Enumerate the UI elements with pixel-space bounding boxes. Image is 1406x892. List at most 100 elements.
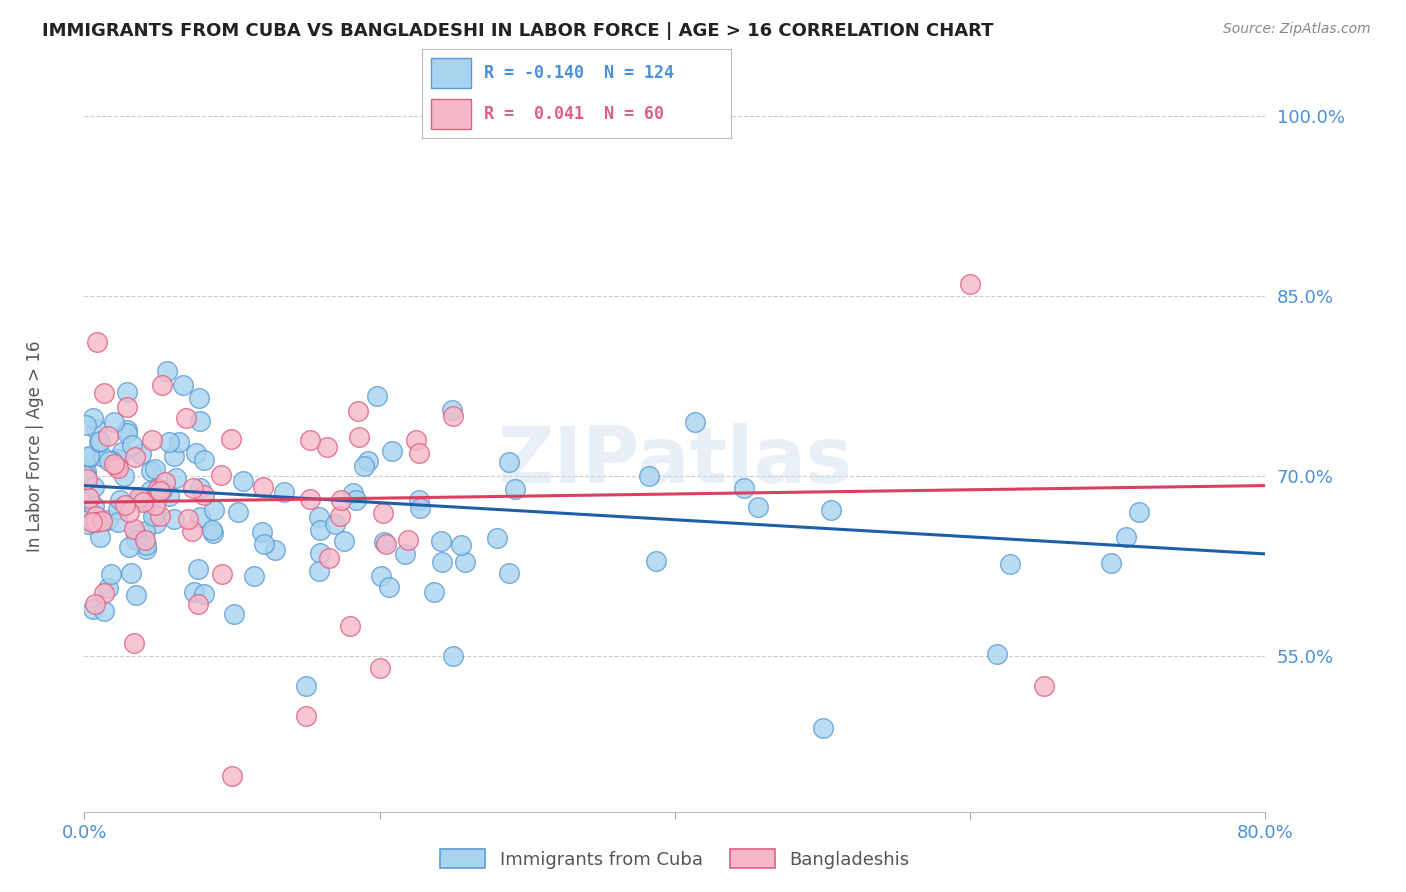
Point — [193, 453, 215, 467]
Point — [187, 562, 209, 576]
Point — [371, 506, 394, 520]
Point — [104, 459, 127, 474]
Point — [132, 495, 155, 509]
Point — [422, 585, 444, 599]
Point — [107, 461, 129, 475]
Point — [381, 443, 404, 458]
Point — [115, 385, 138, 400]
Point — [75, 463, 97, 477]
Point — [394, 547, 416, 561]
Point — [733, 481, 755, 495]
Point — [148, 482, 170, 496]
Point — [121, 438, 143, 452]
Text: ZIPatlas: ZIPatlas — [498, 423, 852, 499]
Point — [318, 551, 340, 566]
Point — [111, 445, 134, 459]
Point — [366, 389, 388, 403]
Point — [98, 454, 121, 468]
Point — [125, 533, 148, 548]
Point — [347, 430, 370, 444]
Point — [441, 403, 464, 417]
Point — [221, 432, 243, 446]
Point — [115, 400, 138, 414]
Point — [325, 517, 347, 532]
Point — [250, 524, 273, 539]
Point — [253, 536, 276, 550]
Point — [97, 429, 120, 443]
Point — [90, 514, 112, 528]
Point — [498, 566, 520, 581]
Point — [156, 364, 179, 378]
Point — [117, 505, 139, 519]
Point — [135, 542, 157, 557]
Bar — [432, 58, 471, 88]
Point — [375, 537, 398, 551]
Point — [408, 500, 430, 515]
Point — [308, 564, 330, 578]
Point — [83, 480, 105, 494]
Point — [122, 522, 145, 536]
Point — [165, 470, 187, 484]
Point — [316, 441, 339, 455]
Point — [188, 510, 211, 524]
Point — [76, 472, 98, 486]
Point — [450, 538, 472, 552]
Point — [498, 454, 520, 468]
Point — [252, 480, 274, 494]
Point — [329, 508, 352, 523]
Point — [84, 422, 107, 436]
Point — [430, 534, 453, 549]
Point — [128, 491, 150, 505]
Point — [295, 679, 318, 693]
Point — [77, 491, 100, 506]
Point — [129, 447, 152, 461]
Point — [176, 411, 198, 425]
Point — [396, 533, 419, 547]
Point — [820, 502, 842, 516]
Text: R =  0.041  N = 60: R = 0.041 N = 60 — [484, 105, 664, 123]
Point — [89, 434, 111, 449]
Point — [97, 512, 120, 526]
Point — [273, 484, 295, 499]
Point — [346, 403, 368, 417]
Point — [181, 524, 204, 538]
Point — [134, 493, 156, 508]
Point — [82, 410, 104, 425]
Point — [84, 515, 107, 529]
Point — [134, 524, 156, 538]
Point — [298, 433, 321, 447]
Point — [177, 512, 200, 526]
Point — [188, 391, 211, 405]
Text: In Labor Force | Age > 16: In Labor Force | Age > 16 — [27, 340, 44, 552]
Point — [224, 607, 246, 622]
Point — [1128, 505, 1150, 519]
Point — [150, 377, 173, 392]
Point — [167, 434, 190, 449]
Point — [89, 530, 111, 544]
Point — [683, 415, 706, 429]
Point — [77, 450, 100, 464]
Point — [143, 507, 166, 521]
Text: R = -0.140  N = 124: R = -0.140 N = 124 — [484, 64, 673, 82]
Point — [112, 469, 135, 483]
Point — [644, 553, 666, 567]
Point — [221, 769, 243, 783]
Point — [122, 636, 145, 650]
Point — [157, 489, 180, 503]
Point — [93, 385, 115, 400]
Point — [101, 454, 124, 468]
Point — [408, 446, 430, 460]
Text: IMMIGRANTS FROM CUBA VS BANGLADESHI IN LABOR FORCE | AGE > 16 CORRELATION CHART: IMMIGRANTS FROM CUBA VS BANGLADESHI IN L… — [42, 22, 994, 40]
Legend: Immigrants from Cuba, Bangladeshis: Immigrants from Cuba, Bangladeshis — [433, 841, 917, 876]
Point — [86, 334, 108, 349]
Point — [408, 493, 430, 508]
Point — [103, 415, 125, 429]
Point — [117, 425, 139, 440]
Point — [204, 502, 226, 516]
Point — [120, 566, 142, 580]
Point — [150, 483, 173, 497]
Point — [76, 513, 98, 527]
Point — [344, 492, 367, 507]
Point — [145, 498, 167, 512]
Point — [443, 648, 465, 663]
